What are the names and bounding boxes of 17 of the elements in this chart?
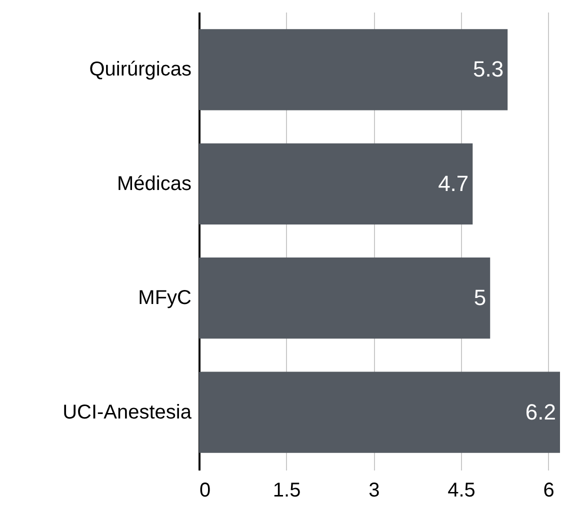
data-label: 5.3 — [473, 56, 504, 82]
data-label: 6.2 — [525, 399, 556, 424]
bar — [199, 372, 560, 453]
bar — [199, 258, 490, 339]
x-tick-label: 4.5 — [448, 480, 476, 502]
x-tick-label: 6 — [543, 480, 554, 502]
y-tick-label: UCI-Anestesia — [62, 401, 192, 424]
y-tick-label: Quirúrgicas — [89, 58, 192, 81]
x-tick-label: 1.5 — [272, 480, 301, 502]
bar — [199, 29, 508, 110]
x-tick-label: 3 — [368, 480, 380, 502]
y-tick-label: Médicas — [117, 172, 192, 195]
data-label: 5 — [474, 285, 486, 310]
bar — [199, 143, 473, 224]
y-tick-label: MFyC — [138, 287, 192, 310]
x-tick-label: 0 — [200, 480, 211, 502]
data-label: 4.7 — [438, 170, 469, 196]
